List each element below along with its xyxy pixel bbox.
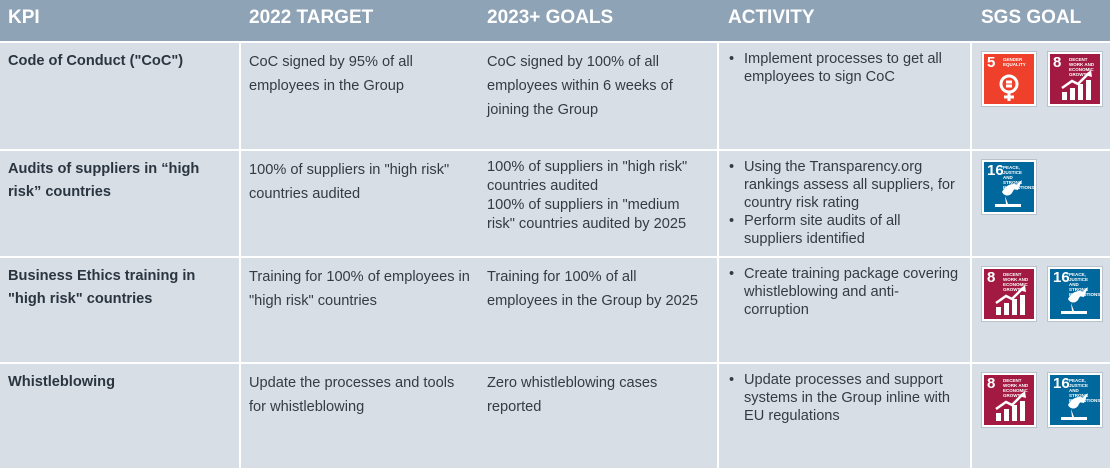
header-activity: ACTIVITY (728, 7, 815, 28)
sdg-cell: 8 DECENT WORK AND ECONOMIC GROWTH 16 PEACE,… (972, 364, 1110, 468)
sdg-number: 16 (1053, 269, 1070, 286)
goal-line: Zero whistleblowing cases reported (487, 375, 658, 415)
target-cell: Update the processes and tools for whist… (241, 364, 479, 468)
sdg-label: DECENT WORK AND ECONOMIC GROWTH (1069, 57, 1095, 77)
sdg-icons: 8 DECENT WORK AND ECONOMIC GROWTH 16 PEACE,… (972, 364, 1110, 427)
sdg-cell: 5 GENDER EQUALITY 8 DECENT WORK AND ECONOMI… (972, 43, 1110, 149)
sdg-label: DECENT WORK AND ECONOMIC GROWTH (1003, 272, 1029, 292)
table-header: KPI 2022 TARGET 2023+ GOALS ACTIVITY SGS… (0, 0, 1110, 41)
sdg-goal-16-tile: 16 PEACE, JUSTICE AND STRONG INSTITUTIONS (1048, 373, 1102, 427)
sdg-goal-8-tile: 8 DECENT WORK AND ECONOMIC GROWTH (982, 267, 1036, 321)
goals-cell: CoC signed by 100% of all employees with… (479, 43, 717, 149)
target-cell: 100% of suppliers in "high risk" countri… (241, 151, 479, 256)
activity-item: Implement processes to get all employees… (727, 50, 961, 86)
kpi-cell: Audits of suppliers in “high risk” count… (0, 151, 239, 256)
target-cell: CoC signed by 95% of all employees in th… (241, 43, 479, 149)
sdg-label: PEACE, JUSTICE AND STRONG INSTITUTIONS (1069, 272, 1101, 297)
header-2023-goals: 2023+ GOALS (487, 7, 614, 28)
header-kpi: KPI (8, 7, 40, 28)
goal-line: 100% of suppliers in "high risk" countri… (487, 159, 688, 194)
activity-list: Update processes and support systems in … (727, 371, 961, 425)
sdg-number: 16 (1053, 375, 1070, 392)
kpi-cell: Code of Conduct ("CoC") (0, 43, 239, 149)
kpi-cell: Business Ethics training in "high risk" … (0, 258, 239, 362)
activity-item: Using the Transparency.org rankings asse… (727, 158, 961, 212)
header-2022-target: 2022 TARGET (249, 7, 374, 28)
sdg-label: PEACE, JUSTICE AND STRONG INSTITUTIONS (1069, 378, 1101, 403)
activity-item: Create training package covering whistle… (727, 265, 961, 319)
sdg-number: 16 (987, 162, 1004, 179)
activity-cell: Using the Transparency.org rankings asse… (719, 151, 970, 256)
goals-cell: Training for 100% of all employees in th… (479, 258, 717, 362)
sdg-goal-16-tile: 16 PEACE, JUSTICE AND STRONG INSTITUTIONS (982, 160, 1036, 214)
activity-list: Create training package covering whistle… (727, 265, 961, 319)
sdg-label: DECENT WORK AND ECONOMIC GROWTH (1003, 378, 1029, 398)
sdg-goal-5-tile: 5 GENDER EQUALITY (982, 52, 1036, 106)
activity-list: Using the Transparency.org rankings asse… (727, 158, 961, 248)
goals-cell: 100% of suppliers in "high risk" countri… (479, 151, 717, 256)
activity-item: Perform site audits of all suppliers ide… (727, 212, 961, 248)
sdg-number: 8 (1053, 54, 1062, 71)
sdg-number: 8 (987, 269, 996, 286)
sdg-cell: 8 DECENT WORK AND ECONOMIC GROWTH 16 PEACE,… (972, 258, 1110, 362)
kpi-cell: Whistleblowing (0, 364, 239, 468)
activity-cell: Update processes and support systems in … (719, 364, 970, 468)
sdg-cell: 16 PEACE, JUSTICE AND STRONG INSTITUTIONS (972, 151, 1110, 256)
sdg-number: 8 (987, 375, 996, 392)
goal-line: CoC signed by 100% of all employees with… (487, 54, 673, 118)
goal-line: 100% of suppliers in "medium risk" count… (487, 197, 687, 232)
sdg-goal-8-tile: 8 DECENT WORK AND ECONOMIC GROWTH (1048, 52, 1102, 106)
sdg-icons: 5 GENDER EQUALITY 8 DECENT WORK AND ECONOMI… (972, 43, 1110, 106)
sdg-label: PEACE, JUSTICE AND STRONG INSTITUTIONS (1003, 165, 1035, 190)
activity-cell: Create training package covering whistle… (719, 258, 970, 362)
target-cell: Training for 100% of employees in "high … (241, 258, 479, 362)
sdg-number: 5 (987, 54, 996, 71)
goals-cell: Zero whistleblowing cases reported (479, 364, 717, 468)
goal-line: Training for 100% of all employees in th… (487, 269, 698, 309)
sdg-icons: 8 DECENT WORK AND ECONOMIC GROWTH 16 PEACE,… (972, 258, 1110, 321)
activity-item: Update processes and support systems in … (727, 371, 961, 425)
sdg-goal-16-tile: 16 PEACE, JUSTICE AND STRONG INSTITUTIONS (1048, 267, 1102, 321)
sdg-goal-8-tile: 8 DECENT WORK AND ECONOMIC GROWTH (982, 373, 1036, 427)
header-sgs-goal: SGS GOAL (981, 7, 1082, 28)
activity-list: Implement processes to get all employees… (727, 50, 961, 86)
activity-cell: Implement processes to get all employees… (719, 43, 970, 149)
sdg-icons: 16 PEACE, JUSTICE AND STRONG INSTITUTIONS (972, 151, 1110, 214)
sdg-label: GENDER EQUALITY (1003, 57, 1026, 67)
